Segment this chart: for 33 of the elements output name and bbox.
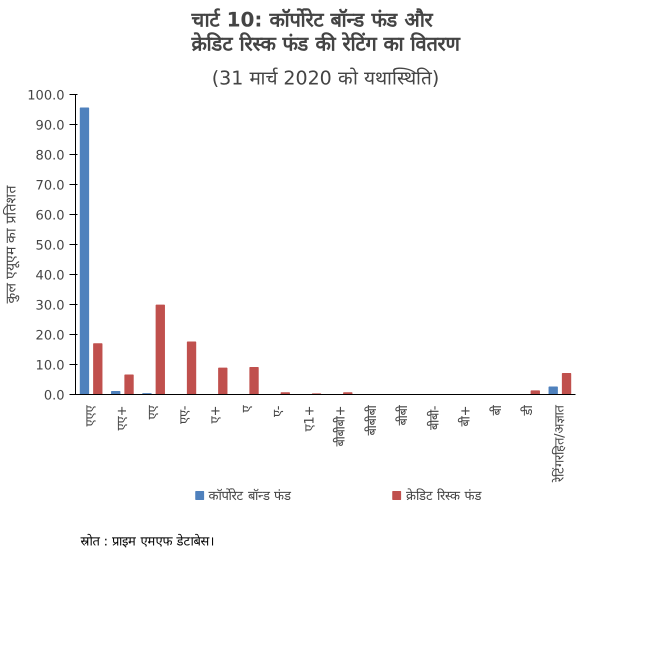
y-tick-label: 0.0 (44, 388, 65, 404)
y-tick-label: 80.0 (36, 148, 65, 164)
x-tick-label: डी (520, 404, 536, 416)
y-tick-label: 10.0 (36, 358, 65, 374)
x-tick-label: रेटिंगरहित/अज्ञात (551, 404, 568, 483)
x-tick-label: ए- (271, 405, 286, 418)
legend-label: क्रेडिट रिस्क फंड (406, 487, 482, 504)
y-tick-label: 60.0 (36, 208, 65, 224)
y-tick-label: 70.0 (36, 178, 65, 194)
x-tick-label: एएए (84, 404, 99, 426)
x-tick-label: बी+ (458, 405, 474, 426)
y-tick-label: 50.0 (36, 238, 65, 254)
x-tick-label: बीबीबी (364, 404, 380, 436)
legend-label: कॉर्पोरेट बॉन्ड फंड (208, 487, 291, 504)
x-tick-label: एए+ (114, 405, 130, 430)
x-tick-label: बी (488, 404, 505, 416)
x-tick-label: ए (240, 404, 255, 412)
y-tick-label: 40.0 (36, 268, 65, 284)
y-tick-label: 30.0 (36, 298, 65, 314)
x-tick-label: बीबी- (426, 405, 442, 430)
y-tick-label: 100.0 (27, 88, 64, 104)
text: स्रोत : प्राइम एमएफ डेटाबेस। (80, 534, 214, 550)
x-tick-label: बीबी (395, 404, 412, 426)
chart-subtitle: (31 मार्च 2020 को यथास्थिति) (212, 66, 440, 90)
y-tick-label: 20.0 (36, 328, 65, 344)
chart-title: चार्ट 10: कॉर्पोरेट बॉन्ड फंड और क्रेडिट रिस्क फंड की रेटिंग का वितरण (190, 8, 462, 56)
x-tick-label: ए+ (208, 405, 224, 424)
x-tick-label: बीबीबी+ (332, 405, 349, 446)
x-tick-label: ए1+ (302, 405, 318, 432)
y-tick-label: 90.0 (36, 118, 65, 134)
x-tick-label: एए (146, 404, 162, 420)
y-axis-title: कुल एयूएम का प्रतिशत (2, 184, 20, 304)
x-tick-label: एए- (177, 405, 192, 424)
